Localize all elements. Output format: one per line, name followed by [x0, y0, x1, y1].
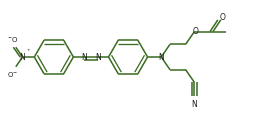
Text: $^{-}$O: $^{-}$O — [7, 35, 19, 44]
Text: O$^{-}$: O$^{-}$ — [7, 69, 18, 78]
Text: N: N — [81, 52, 87, 61]
Text: N: N — [95, 52, 101, 61]
Text: O: O — [192, 27, 198, 36]
Text: N: N — [158, 52, 164, 61]
Text: $^{+}$: $^{+}$ — [26, 48, 31, 53]
Text: N: N — [20, 53, 25, 62]
Text: O: O — [220, 13, 226, 22]
Text: N: N — [192, 99, 197, 108]
